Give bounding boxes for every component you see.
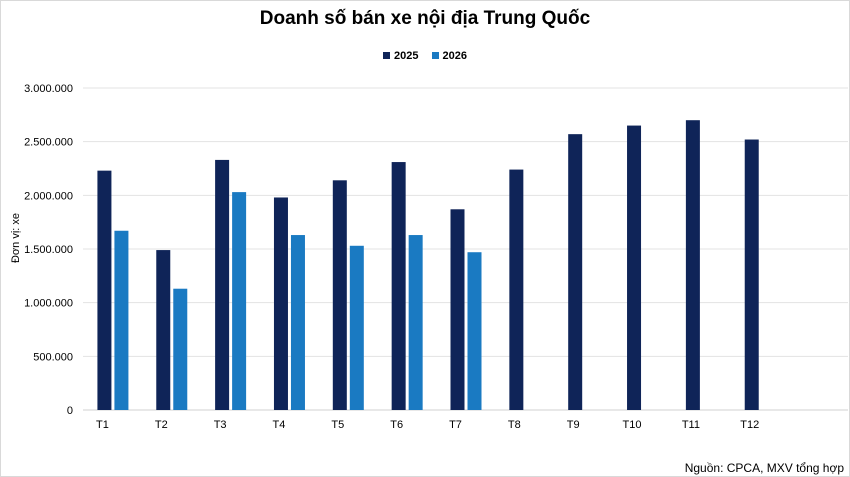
bar-2025-T12: [744, 139, 759, 410]
x-tick-label: T1: [96, 419, 109, 431]
legend-label-2025: 2025: [393, 50, 419, 62]
bar-2026-T7: [467, 252, 482, 410]
chart-legend: 2025 2026: [0, 50, 850, 62]
y-tick-label: 0: [67, 405, 73, 417]
bar-2025-T5: [332, 180, 347, 410]
x-tick-label: T7: [449, 419, 462, 431]
legend-swatch-2026: [431, 52, 439, 59]
x-tick-label: T4: [273, 419, 286, 431]
bar-2026-T1: [114, 230, 129, 410]
y-tick-label: 1.500.000: [24, 244, 73, 256]
x-tick-label: T5: [331, 419, 344, 431]
source-note: Nguồn: CPCA, MXV tổng hợp: [684, 461, 844, 475]
bar-2026-T6: [408, 235, 423, 410]
legend-swatch-2025: [382, 52, 390, 59]
x-tick-label: T8: [508, 419, 521, 431]
bar-2025-T8: [509, 169, 524, 410]
x-tick-label: T11: [682, 419, 700, 431]
bar-2025-T11: [685, 120, 700, 410]
legend-label-2026: 2026: [442, 50, 468, 62]
bar-2026-T4: [290, 235, 305, 410]
y-tick-label: 3.000.000: [24, 83, 73, 95]
bar-2026-T3: [232, 192, 247, 410]
bar-2025-T3: [215, 159, 230, 410]
x-tick-label: T2: [155, 419, 168, 431]
x-tick-label: T9: [567, 419, 580, 431]
bar-2025-T2: [156, 250, 171, 410]
chart-title: Doanh số bán xe nội địa Trung Quốc: [259, 8, 591, 29]
legend-item-2026: 2026: [431, 50, 468, 62]
bar-2025-T7: [450, 209, 465, 410]
bar-2026-T5: [349, 245, 364, 410]
x-tick-label: T6: [390, 419, 403, 431]
bar-2025-T1: [97, 170, 112, 410]
bar-2025-T4: [273, 197, 288, 410]
bar-2025-T9: [568, 134, 583, 411]
x-tick-label: T12: [740, 419, 759, 431]
bar-2025-T10: [627, 125, 642, 411]
y-tick-label: 2.500.000: [24, 137, 73, 149]
legend-item-2025: 2025: [382, 50, 419, 62]
x-tick-label: T10: [623, 419, 642, 431]
y-tick-label: 2.000.000: [24, 190, 73, 202]
x-tick-label: T3: [214, 419, 227, 431]
bar-2025-T6: [391, 162, 406, 410]
y-tick-label: 500.000: [33, 351, 73, 363]
bar-2026-T2: [173, 288, 188, 410]
y-tick-label: 1.000.000: [24, 298, 73, 310]
